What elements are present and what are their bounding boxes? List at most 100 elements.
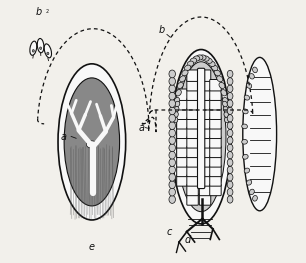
Ellipse shape bbox=[224, 112, 229, 117]
Ellipse shape bbox=[58, 64, 126, 220]
FancyBboxPatch shape bbox=[187, 70, 198, 82]
Text: $c$: $c$ bbox=[166, 227, 174, 237]
FancyBboxPatch shape bbox=[187, 136, 198, 148]
Ellipse shape bbox=[227, 174, 233, 181]
FancyBboxPatch shape bbox=[187, 184, 198, 196]
Ellipse shape bbox=[32, 49, 34, 52]
FancyBboxPatch shape bbox=[210, 175, 221, 186]
Ellipse shape bbox=[169, 129, 175, 137]
Ellipse shape bbox=[177, 82, 183, 89]
Ellipse shape bbox=[246, 83, 252, 88]
Ellipse shape bbox=[249, 74, 254, 79]
Text: $b$: $b$ bbox=[158, 23, 166, 35]
Ellipse shape bbox=[227, 93, 233, 100]
FancyBboxPatch shape bbox=[187, 118, 198, 129]
FancyBboxPatch shape bbox=[199, 89, 211, 100]
FancyBboxPatch shape bbox=[210, 118, 221, 129]
FancyBboxPatch shape bbox=[187, 99, 198, 110]
Ellipse shape bbox=[227, 122, 233, 129]
Ellipse shape bbox=[86, 141, 97, 148]
Ellipse shape bbox=[203, 56, 209, 61]
Ellipse shape bbox=[169, 196, 175, 203]
Ellipse shape bbox=[227, 129, 233, 137]
Ellipse shape bbox=[169, 144, 175, 152]
Ellipse shape bbox=[169, 181, 175, 189]
FancyBboxPatch shape bbox=[210, 89, 221, 100]
FancyBboxPatch shape bbox=[187, 165, 198, 177]
FancyBboxPatch shape bbox=[177, 89, 188, 100]
Ellipse shape bbox=[223, 107, 228, 112]
Ellipse shape bbox=[182, 70, 188, 76]
FancyBboxPatch shape bbox=[199, 79, 211, 91]
Ellipse shape bbox=[227, 166, 233, 174]
Ellipse shape bbox=[193, 56, 200, 61]
Ellipse shape bbox=[252, 67, 257, 73]
FancyBboxPatch shape bbox=[199, 136, 211, 148]
FancyBboxPatch shape bbox=[197, 68, 205, 189]
Ellipse shape bbox=[252, 195, 257, 201]
FancyBboxPatch shape bbox=[199, 108, 211, 119]
Text: $b$: $b$ bbox=[35, 5, 43, 17]
Ellipse shape bbox=[169, 114, 175, 122]
FancyBboxPatch shape bbox=[199, 99, 211, 110]
Ellipse shape bbox=[214, 70, 220, 76]
Text: $^2$: $^2$ bbox=[45, 7, 50, 15]
Ellipse shape bbox=[180, 76, 185, 82]
Ellipse shape bbox=[30, 41, 37, 55]
Ellipse shape bbox=[242, 124, 248, 129]
Ellipse shape bbox=[169, 100, 175, 107]
FancyBboxPatch shape bbox=[177, 146, 188, 158]
Ellipse shape bbox=[169, 136, 175, 144]
FancyBboxPatch shape bbox=[187, 194, 198, 205]
Ellipse shape bbox=[244, 95, 250, 100]
Ellipse shape bbox=[227, 78, 233, 85]
FancyBboxPatch shape bbox=[199, 146, 211, 158]
Ellipse shape bbox=[244, 168, 250, 173]
FancyBboxPatch shape bbox=[177, 127, 188, 139]
Ellipse shape bbox=[221, 90, 227, 96]
FancyBboxPatch shape bbox=[187, 108, 198, 119]
Ellipse shape bbox=[211, 65, 218, 71]
Ellipse shape bbox=[171, 49, 231, 224]
Ellipse shape bbox=[227, 107, 233, 114]
FancyBboxPatch shape bbox=[210, 127, 221, 139]
Ellipse shape bbox=[227, 144, 233, 151]
FancyBboxPatch shape bbox=[199, 127, 211, 139]
FancyBboxPatch shape bbox=[210, 79, 221, 91]
Ellipse shape bbox=[169, 159, 175, 166]
Ellipse shape bbox=[44, 44, 51, 58]
Ellipse shape bbox=[227, 70, 233, 78]
FancyBboxPatch shape bbox=[199, 165, 211, 177]
Ellipse shape bbox=[227, 189, 233, 196]
FancyBboxPatch shape bbox=[187, 175, 198, 186]
FancyBboxPatch shape bbox=[187, 127, 198, 139]
Ellipse shape bbox=[242, 139, 248, 144]
Ellipse shape bbox=[39, 47, 42, 49]
Ellipse shape bbox=[174, 112, 178, 117]
FancyBboxPatch shape bbox=[199, 194, 211, 205]
Ellipse shape bbox=[249, 189, 254, 195]
FancyBboxPatch shape bbox=[199, 184, 211, 196]
Ellipse shape bbox=[169, 188, 175, 196]
FancyBboxPatch shape bbox=[177, 136, 188, 148]
Ellipse shape bbox=[174, 107, 179, 112]
Ellipse shape bbox=[196, 55, 203, 60]
Ellipse shape bbox=[227, 115, 233, 122]
Ellipse shape bbox=[227, 137, 233, 144]
Ellipse shape bbox=[176, 90, 181, 96]
FancyBboxPatch shape bbox=[177, 99, 188, 110]
Ellipse shape bbox=[169, 151, 175, 159]
Ellipse shape bbox=[174, 98, 180, 104]
FancyBboxPatch shape bbox=[177, 165, 188, 177]
FancyBboxPatch shape bbox=[210, 99, 221, 110]
FancyBboxPatch shape bbox=[199, 156, 211, 167]
Ellipse shape bbox=[185, 65, 191, 71]
Ellipse shape bbox=[169, 92, 175, 100]
Ellipse shape bbox=[219, 82, 225, 89]
Ellipse shape bbox=[169, 166, 175, 174]
FancyBboxPatch shape bbox=[210, 165, 221, 177]
FancyBboxPatch shape bbox=[210, 156, 221, 167]
Ellipse shape bbox=[227, 100, 233, 107]
Ellipse shape bbox=[47, 52, 49, 55]
Ellipse shape bbox=[190, 58, 197, 63]
